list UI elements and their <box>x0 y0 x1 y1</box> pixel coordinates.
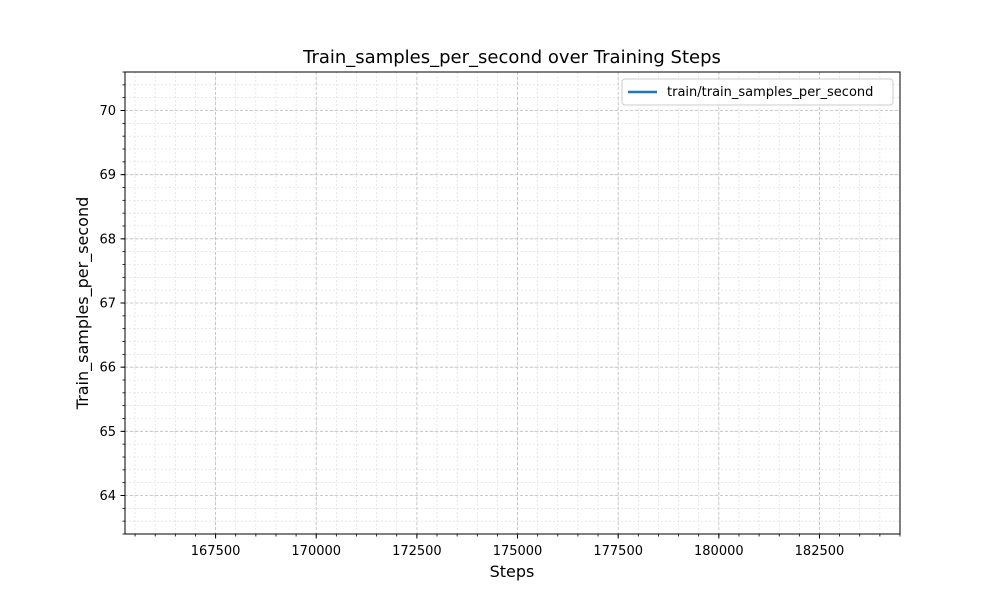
y-axis-ticks: 64 65 66 67 68 69 70 <box>99 71 125 535</box>
chart-title: Train_samples_per_second over Training S… <box>302 47 721 68</box>
legend-label: train/train_samples_per_second <box>667 85 873 100</box>
y-tick-label: 64 <box>99 489 116 504</box>
y-tick-label: 65 <box>99 425 116 440</box>
x-tick-label: 167500 <box>191 544 241 559</box>
x-tick-label: 177500 <box>593 544 643 559</box>
major-grid <box>125 72 900 534</box>
y-tick-label: 69 <box>99 168 116 183</box>
x-tick-label: 175000 <box>493 544 543 559</box>
y-axis-label: Train_samples_per_second <box>73 197 93 411</box>
y-tick-label: 67 <box>99 297 116 312</box>
x-tick-label: 180000 <box>694 544 744 559</box>
x-axis-ticks: 167500 170000 172500 175000 177500 180000 1825… <box>134 534 901 559</box>
x-tick-label: 182500 <box>795 544 845 559</box>
legend-box <box>621 78 894 106</box>
y-tick-label: 68 <box>99 232 116 247</box>
x-tick-label: 172500 <box>392 544 442 559</box>
x-tick-label: 170000 <box>291 544 341 559</box>
y-tick-label: 70 <box>99 104 116 119</box>
x-axis-label: Steps <box>490 562 535 581</box>
y-tick-label: 66 <box>99 361 116 376</box>
legend: train/train_samples_per_second <box>621 78 894 106</box>
